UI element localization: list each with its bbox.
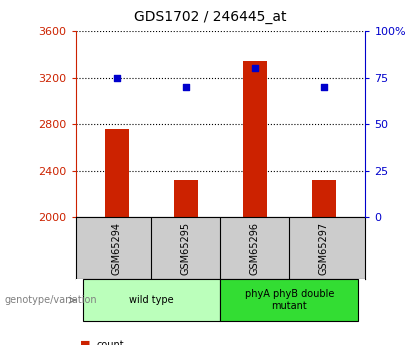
Text: ■: ■ bbox=[80, 340, 90, 345]
Text: GSM65294: GSM65294 bbox=[112, 222, 122, 275]
Text: GSM65296: GSM65296 bbox=[250, 222, 260, 275]
Text: GSM65297: GSM65297 bbox=[319, 222, 329, 275]
Point bbox=[252, 66, 258, 71]
Text: GSM65295: GSM65295 bbox=[181, 222, 191, 275]
Bar bbox=[105, 129, 129, 217]
Text: GDS1702 / 246445_at: GDS1702 / 246445_at bbox=[134, 10, 286, 24]
Bar bbox=[174, 180, 198, 217]
Text: genotype/variation: genotype/variation bbox=[4, 295, 97, 305]
Point bbox=[183, 84, 189, 90]
Text: phyA phyB double
mutant: phyA phyB double mutant bbox=[245, 289, 334, 311]
Bar bbox=[220, 279, 359, 321]
Point bbox=[320, 84, 327, 90]
Bar bbox=[243, 61, 267, 217]
Text: wild type: wild type bbox=[129, 295, 174, 305]
Bar bbox=[312, 180, 336, 217]
Point bbox=[114, 75, 121, 80]
Bar bbox=[82, 279, 220, 321]
Text: count: count bbox=[97, 340, 124, 345]
